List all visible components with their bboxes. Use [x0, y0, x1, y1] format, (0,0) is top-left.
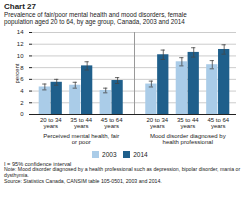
svg-text:12: 12	[17, 41, 24, 47]
svg-text:20 to 34years: 20 to 34years	[146, 116, 168, 128]
svg-text:45 to 64years: 45 to 64years	[207, 116, 229, 128]
svg-text:Perceived mental health, fairo: Perceived mental health, fairor poor	[43, 132, 119, 144]
svg-text:Mood disorder diagnosed byheal: Mood disorder diagnosed byhealth profess…	[150, 132, 226, 144]
svg-text:10: 10	[17, 53, 24, 59]
html-text:2003: 2003	[102, 151, 117, 159]
html-text:Chart 27: Chart 27	[4, 2, 36, 11]
svg-text:35 to 44years: 35 to 44years	[177, 116, 199, 128]
svg-text:0: 0	[20, 111, 24, 117]
svg-text:20 to 34years: 20 to 34years	[40, 116, 62, 128]
html-text:Note: Mood disorder diagnosed: Note: Mood disorder diagnosed by a healt…	[4, 166, 241, 178]
svg-text:4: 4	[20, 88, 24, 94]
html-text:2014: 2014	[133, 151, 148, 159]
svg-text:percent: percent	[14, 63, 20, 83]
svg-text:14: 14	[17, 29, 24, 35]
html-text:Prevalence of fair/poor mental: Prevalence of fair/poor mental health an…	[4, 11, 187, 19]
html-text:population aged 20 to 64, by a: population aged 20 to 64, by age group, …	[4, 18, 185, 26]
svg-text:35 to 44years: 35 to 44years	[70, 116, 92, 128]
html-text:Source: Statistics Canada, CAN: Source: Statistics Canada, CANSIM table …	[4, 178, 162, 184]
svg-text:6: 6	[20, 76, 24, 82]
svg-text:45 to 64years: 45 to 64years	[101, 116, 123, 128]
svg-text:8: 8	[20, 64, 24, 70]
html-text:I = 95% confidence interval: I = 95% confidence interval	[4, 160, 72, 167]
svg-text:2: 2	[20, 99, 24, 105]
